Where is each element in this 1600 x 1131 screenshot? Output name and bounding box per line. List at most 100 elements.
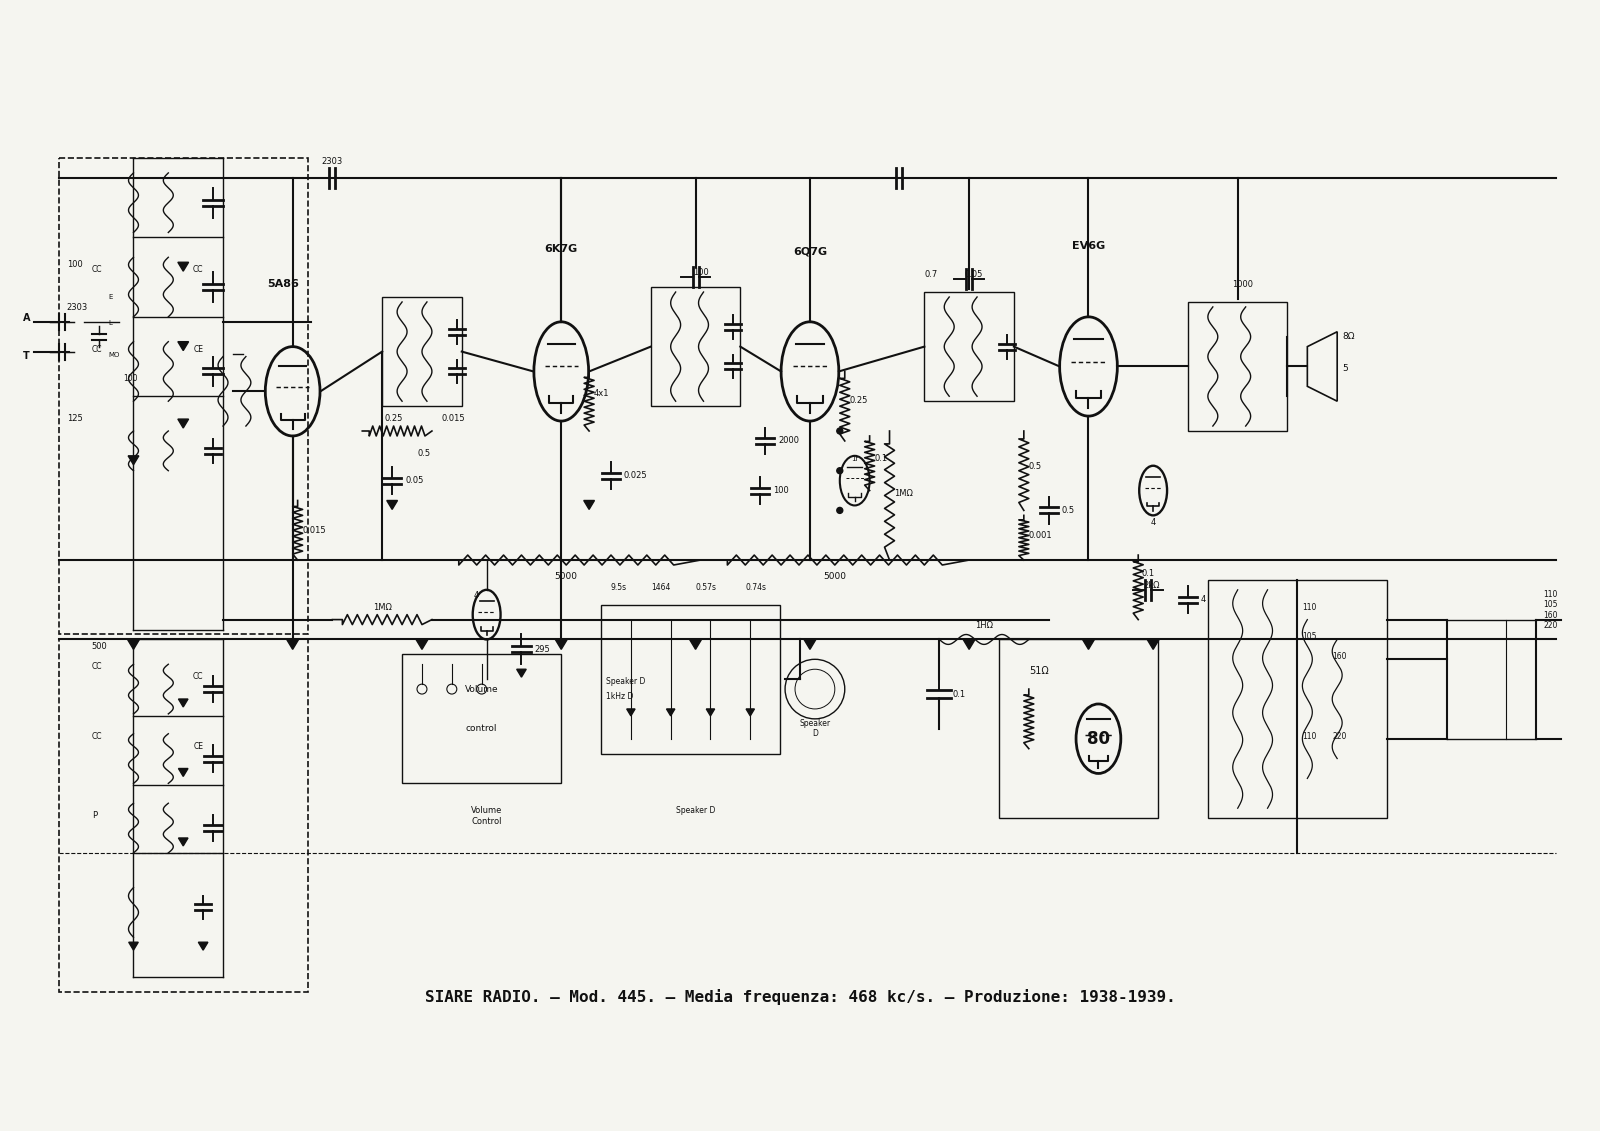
Text: 0.05: 0.05	[405, 476, 424, 485]
Text: 0.001: 0.001	[1029, 532, 1053, 541]
Text: 5000: 5000	[555, 572, 578, 581]
Text: 0.05: 0.05	[965, 270, 984, 279]
Polygon shape	[128, 639, 139, 649]
Polygon shape	[178, 262, 189, 271]
Circle shape	[837, 468, 843, 474]
Text: 0.1: 0.1	[1142, 569, 1155, 578]
Polygon shape	[198, 942, 208, 950]
Text: 4x1: 4x1	[594, 389, 610, 398]
Text: 100: 100	[773, 486, 789, 495]
Text: 2303: 2303	[67, 303, 88, 312]
Text: 100: 100	[67, 260, 83, 269]
Circle shape	[837, 428, 843, 434]
Text: 1000: 1000	[1232, 280, 1253, 290]
Text: Volume
Control: Volume Control	[470, 806, 502, 826]
Text: 1f: 1f	[851, 456, 858, 461]
Text: 5: 5	[1342, 364, 1347, 373]
Text: MO: MO	[109, 352, 120, 357]
Polygon shape	[803, 639, 816, 649]
Text: 2000: 2000	[778, 437, 798, 446]
Text: 6Q7G: 6Q7G	[794, 247, 827, 257]
Text: CC: CC	[91, 732, 102, 741]
Text: 220: 220	[1333, 732, 1347, 741]
Text: 110
105
160
220: 110 105 160 220	[1542, 590, 1558, 630]
Text: L: L	[109, 320, 112, 326]
Text: 100: 100	[123, 374, 138, 383]
Text: 0.25: 0.25	[386, 414, 403, 423]
Text: 0.74s: 0.74s	[746, 582, 766, 592]
Text: CC: CC	[192, 672, 203, 681]
Text: CC: CC	[91, 265, 102, 274]
Text: 8Ω: 8Ω	[1342, 331, 1355, 340]
Polygon shape	[128, 456, 139, 465]
Text: CE: CE	[194, 742, 203, 751]
Text: 0.015: 0.015	[302, 526, 326, 535]
Bar	[402, 655, 562, 784]
Bar	[602, 605, 781, 753]
Text: Speaker D: Speaker D	[675, 806, 715, 815]
Text: Speaker
D: Speaker D	[800, 719, 830, 739]
Text: 110: 110	[1302, 603, 1317, 612]
Polygon shape	[179, 768, 189, 777]
Bar	[1187, 302, 1288, 431]
Text: 125: 125	[67, 414, 83, 423]
Text: 160: 160	[1333, 653, 1347, 662]
Text: 1HΩ: 1HΩ	[974, 621, 994, 630]
Polygon shape	[690, 639, 701, 649]
Text: 295: 295	[534, 645, 550, 654]
Polygon shape	[667, 709, 675, 716]
Text: 4: 4	[474, 590, 480, 599]
Polygon shape	[179, 699, 189, 707]
Text: 0.57s: 0.57s	[696, 582, 717, 592]
Polygon shape	[584, 501, 595, 509]
Polygon shape	[627, 709, 635, 716]
Polygon shape	[1147, 639, 1158, 649]
Text: Speaker D: Speaker D	[606, 677, 645, 687]
Text: 5A86: 5A86	[267, 279, 299, 290]
Text: CC: CC	[91, 663, 102, 671]
Bar	[651, 287, 741, 406]
Polygon shape	[555, 639, 568, 649]
Text: 5000: 5000	[824, 572, 846, 581]
Polygon shape	[416, 639, 427, 649]
Text: 4: 4	[1150, 518, 1155, 527]
Polygon shape	[963, 639, 974, 649]
Text: 105: 105	[1302, 632, 1317, 641]
Text: 100: 100	[693, 268, 709, 277]
Text: 1464: 1464	[651, 582, 670, 592]
Polygon shape	[286, 639, 299, 649]
Text: E: E	[109, 294, 114, 300]
Text: 1MΩ: 1MΩ	[373, 603, 392, 612]
Text: 4: 4	[1202, 595, 1206, 604]
Text: Volume: Volume	[466, 684, 499, 693]
Text: EV6G: EV6G	[1072, 241, 1106, 251]
Text: 500: 500	[91, 642, 107, 651]
Bar	[59, 158, 307, 634]
Text: 0.25: 0.25	[850, 396, 869, 405]
Polygon shape	[178, 342, 189, 351]
Text: control: control	[466, 724, 498, 733]
Text: 1kHz D: 1kHz D	[606, 692, 634, 701]
Text: 110: 110	[1302, 732, 1317, 741]
Text: 0.025: 0.025	[624, 472, 648, 481]
Polygon shape	[706, 709, 715, 716]
Polygon shape	[517, 670, 526, 677]
Polygon shape	[1083, 639, 1094, 649]
Text: CC: CC	[192, 265, 203, 274]
Text: T: T	[24, 351, 30, 361]
Text: 2303: 2303	[322, 157, 342, 166]
Text: CC: CC	[91, 345, 102, 354]
Bar	[925, 292, 1014, 402]
Polygon shape	[178, 420, 189, 428]
Bar	[382, 297, 462, 406]
Text: 0.7: 0.7	[925, 270, 938, 279]
Polygon shape	[387, 501, 397, 509]
Bar	[59, 639, 307, 992]
Text: 80: 80	[1086, 729, 1110, 748]
Polygon shape	[179, 838, 189, 846]
Text: 0.015: 0.015	[442, 414, 466, 423]
Text: 2kΩ: 2kΩ	[1144, 581, 1160, 590]
Text: 9.5s: 9.5s	[611, 582, 627, 592]
Polygon shape	[746, 709, 755, 716]
Text: A: A	[22, 313, 30, 322]
